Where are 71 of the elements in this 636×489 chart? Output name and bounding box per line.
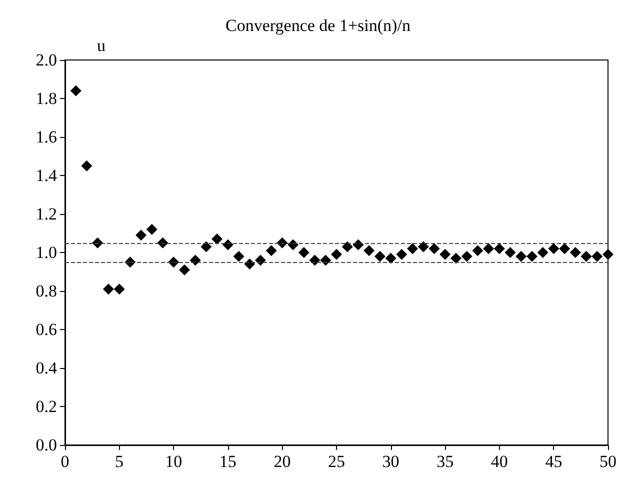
point bbox=[309, 254, 320, 266]
x-tick-label: 20 bbox=[274, 452, 291, 471]
point bbox=[320, 254, 332, 266]
y-tick-label: 2.0 bbox=[36, 50, 57, 70]
point bbox=[570, 247, 581, 258]
point bbox=[254, 254, 266, 266]
y-tick-label: 0.2 bbox=[36, 397, 57, 416]
point bbox=[200, 241, 212, 252]
point bbox=[146, 224, 158, 235]
y-tick-label: 0.0 bbox=[36, 436, 57, 454]
point bbox=[222, 239, 234, 250]
point bbox=[298, 247, 310, 258]
point bbox=[331, 248, 342, 260]
x-tick-label: 30 bbox=[382, 452, 400, 471]
point bbox=[483, 243, 494, 254]
point bbox=[418, 241, 429, 252]
point bbox=[407, 243, 418, 254]
point bbox=[114, 284, 125, 295]
point bbox=[450, 252, 462, 264]
point bbox=[136, 230, 147, 241]
point bbox=[428, 243, 440, 254]
point bbox=[461, 250, 472, 262]
point bbox=[440, 248, 451, 260]
x-tick-label: 25 bbox=[328, 452, 345, 471]
y-tick-label: 1.0 bbox=[36, 243, 57, 262]
y-tick-label: 1.4 bbox=[36, 166, 58, 185]
point bbox=[548, 243, 560, 254]
point bbox=[102, 284, 114, 295]
point bbox=[396, 248, 408, 260]
point bbox=[233, 250, 244, 262]
point bbox=[244, 258, 256, 270]
y-tick-label: 1.2 bbox=[36, 204, 57, 224]
point bbox=[212, 234, 223, 245]
point bbox=[526, 250, 538, 262]
point bbox=[385, 252, 396, 264]
point bbox=[190, 254, 201, 266]
point bbox=[580, 250, 592, 262]
point bbox=[602, 248, 614, 260]
point bbox=[92, 237, 104, 248]
x-tick-label: 10 bbox=[165, 452, 182, 471]
point bbox=[288, 239, 299, 250]
y-tick-label: 1.8 bbox=[36, 89, 57, 108]
point bbox=[516, 250, 527, 262]
point bbox=[352, 239, 364, 250]
point bbox=[157, 237, 168, 248]
y-tick-label: 0.4 bbox=[36, 358, 58, 378]
y-tick-label: 0.8 bbox=[36, 282, 57, 300]
point bbox=[70, 85, 82, 96]
x-tick-label: 50 bbox=[600, 452, 616, 471]
point bbox=[472, 245, 484, 256]
x-tick-label: 5 bbox=[115, 452, 124, 471]
point bbox=[559, 243, 570, 254]
x-tick-label: 45 bbox=[545, 452, 562, 471]
x-tick-label: 35 bbox=[436, 452, 454, 471]
point bbox=[504, 247, 516, 258]
point bbox=[374, 250, 386, 262]
y-axis-title: u bbox=[97, 36, 106, 55]
chart-title: Convergence de 1+sin(n)/n bbox=[226, 16, 411, 35]
x-tick-label: 0 bbox=[60, 452, 70, 471]
point bbox=[178, 264, 190, 276]
point bbox=[266, 245, 277, 256]
point bbox=[494, 243, 505, 254]
point bbox=[592, 250, 603, 262]
point bbox=[364, 245, 375, 256]
point bbox=[537, 247, 548, 258]
y-tick-label: 0.6 bbox=[36, 320, 57, 339]
x-tick-label: 40 bbox=[490, 452, 508, 471]
y-tick-label: 1.6 bbox=[36, 128, 57, 146]
point bbox=[342, 241, 353, 252]
x-tick-label: 15 bbox=[219, 452, 236, 471]
point bbox=[81, 160, 92, 172]
